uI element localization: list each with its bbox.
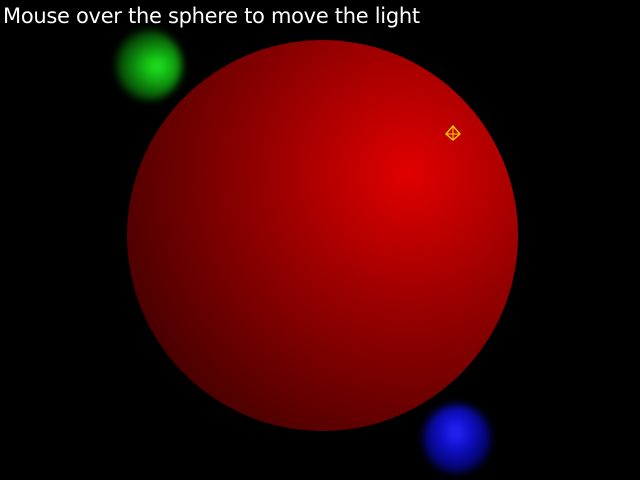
light-source-icon[interactable]: [444, 124, 462, 142]
instruction-text: Mouse over the sphere to move the light: [3, 4, 420, 28]
green-orb: [116, 30, 182, 100]
red-sphere[interactable]: [127, 40, 518, 431]
blue-orb: [423, 405, 491, 473]
